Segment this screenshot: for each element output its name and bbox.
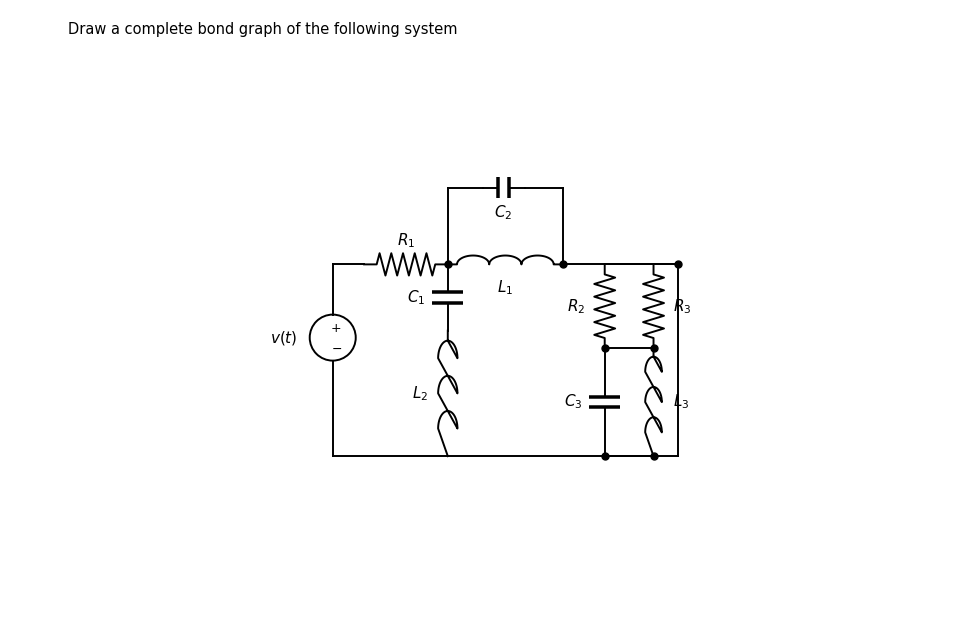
Text: $L_1$: $L_1$	[497, 278, 514, 297]
Text: $R_2$: $R_2$	[567, 297, 585, 316]
Text: $C_2$: $C_2$	[494, 203, 513, 222]
Text: $-$: $-$	[330, 342, 342, 354]
Text: $C_1$: $C_1$	[407, 288, 425, 307]
Text: $R_1$: $R_1$	[396, 232, 415, 250]
Text: $C_3$: $C_3$	[564, 393, 582, 411]
Text: $v(t)$: $v(t)$	[270, 328, 297, 347]
Text: Draw a complete bond graph of the following system: Draw a complete bond graph of the follow…	[68, 22, 457, 37]
Text: $R_3$: $R_3$	[673, 297, 692, 316]
Text: $L_3$: $L_3$	[673, 393, 689, 411]
Text: +: +	[330, 322, 341, 335]
Text: $L_2$: $L_2$	[412, 384, 428, 403]
